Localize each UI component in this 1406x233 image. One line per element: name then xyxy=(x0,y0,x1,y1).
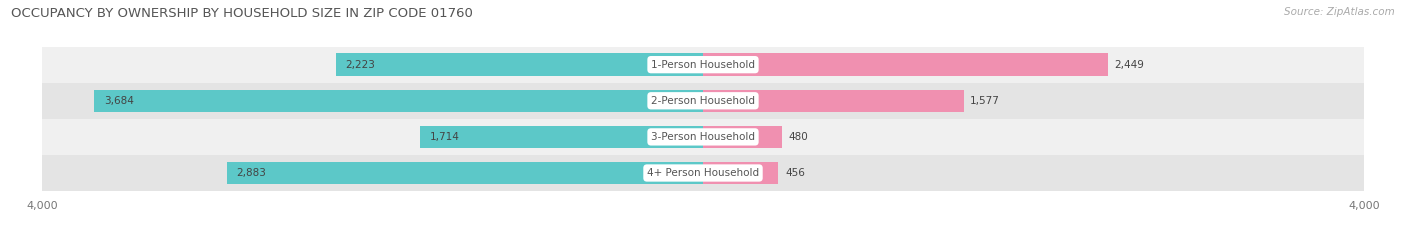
Text: Source: ZipAtlas.com: Source: ZipAtlas.com xyxy=(1284,7,1395,17)
Bar xyxy=(42,119,1364,155)
Text: 3,684: 3,684 xyxy=(104,96,134,106)
Text: 1-Person Household: 1-Person Household xyxy=(651,60,755,70)
Bar xyxy=(336,53,703,76)
Text: 1,577: 1,577 xyxy=(970,96,1000,106)
Bar xyxy=(703,53,1108,76)
Bar xyxy=(703,162,779,184)
Bar xyxy=(703,126,782,148)
Text: OCCUPANCY BY OWNERSHIP BY HOUSEHOLD SIZE IN ZIP CODE 01760: OCCUPANCY BY OWNERSHIP BY HOUSEHOLD SIZE… xyxy=(11,7,474,20)
Bar xyxy=(703,89,963,112)
Bar xyxy=(42,83,1364,119)
Text: 2,449: 2,449 xyxy=(1114,60,1144,70)
Text: 3-Person Household: 3-Person Household xyxy=(651,132,755,142)
Text: 480: 480 xyxy=(789,132,808,142)
Bar xyxy=(420,126,703,148)
Bar xyxy=(42,155,1364,191)
Text: 4+ Person Household: 4+ Person Household xyxy=(647,168,759,178)
Text: 1,714: 1,714 xyxy=(430,132,460,142)
Bar xyxy=(42,47,1364,83)
Bar xyxy=(94,89,703,112)
Text: 456: 456 xyxy=(785,168,804,178)
Text: 2,883: 2,883 xyxy=(236,168,267,178)
Text: 2-Person Household: 2-Person Household xyxy=(651,96,755,106)
Bar xyxy=(226,162,703,184)
Text: 2,223: 2,223 xyxy=(346,60,375,70)
